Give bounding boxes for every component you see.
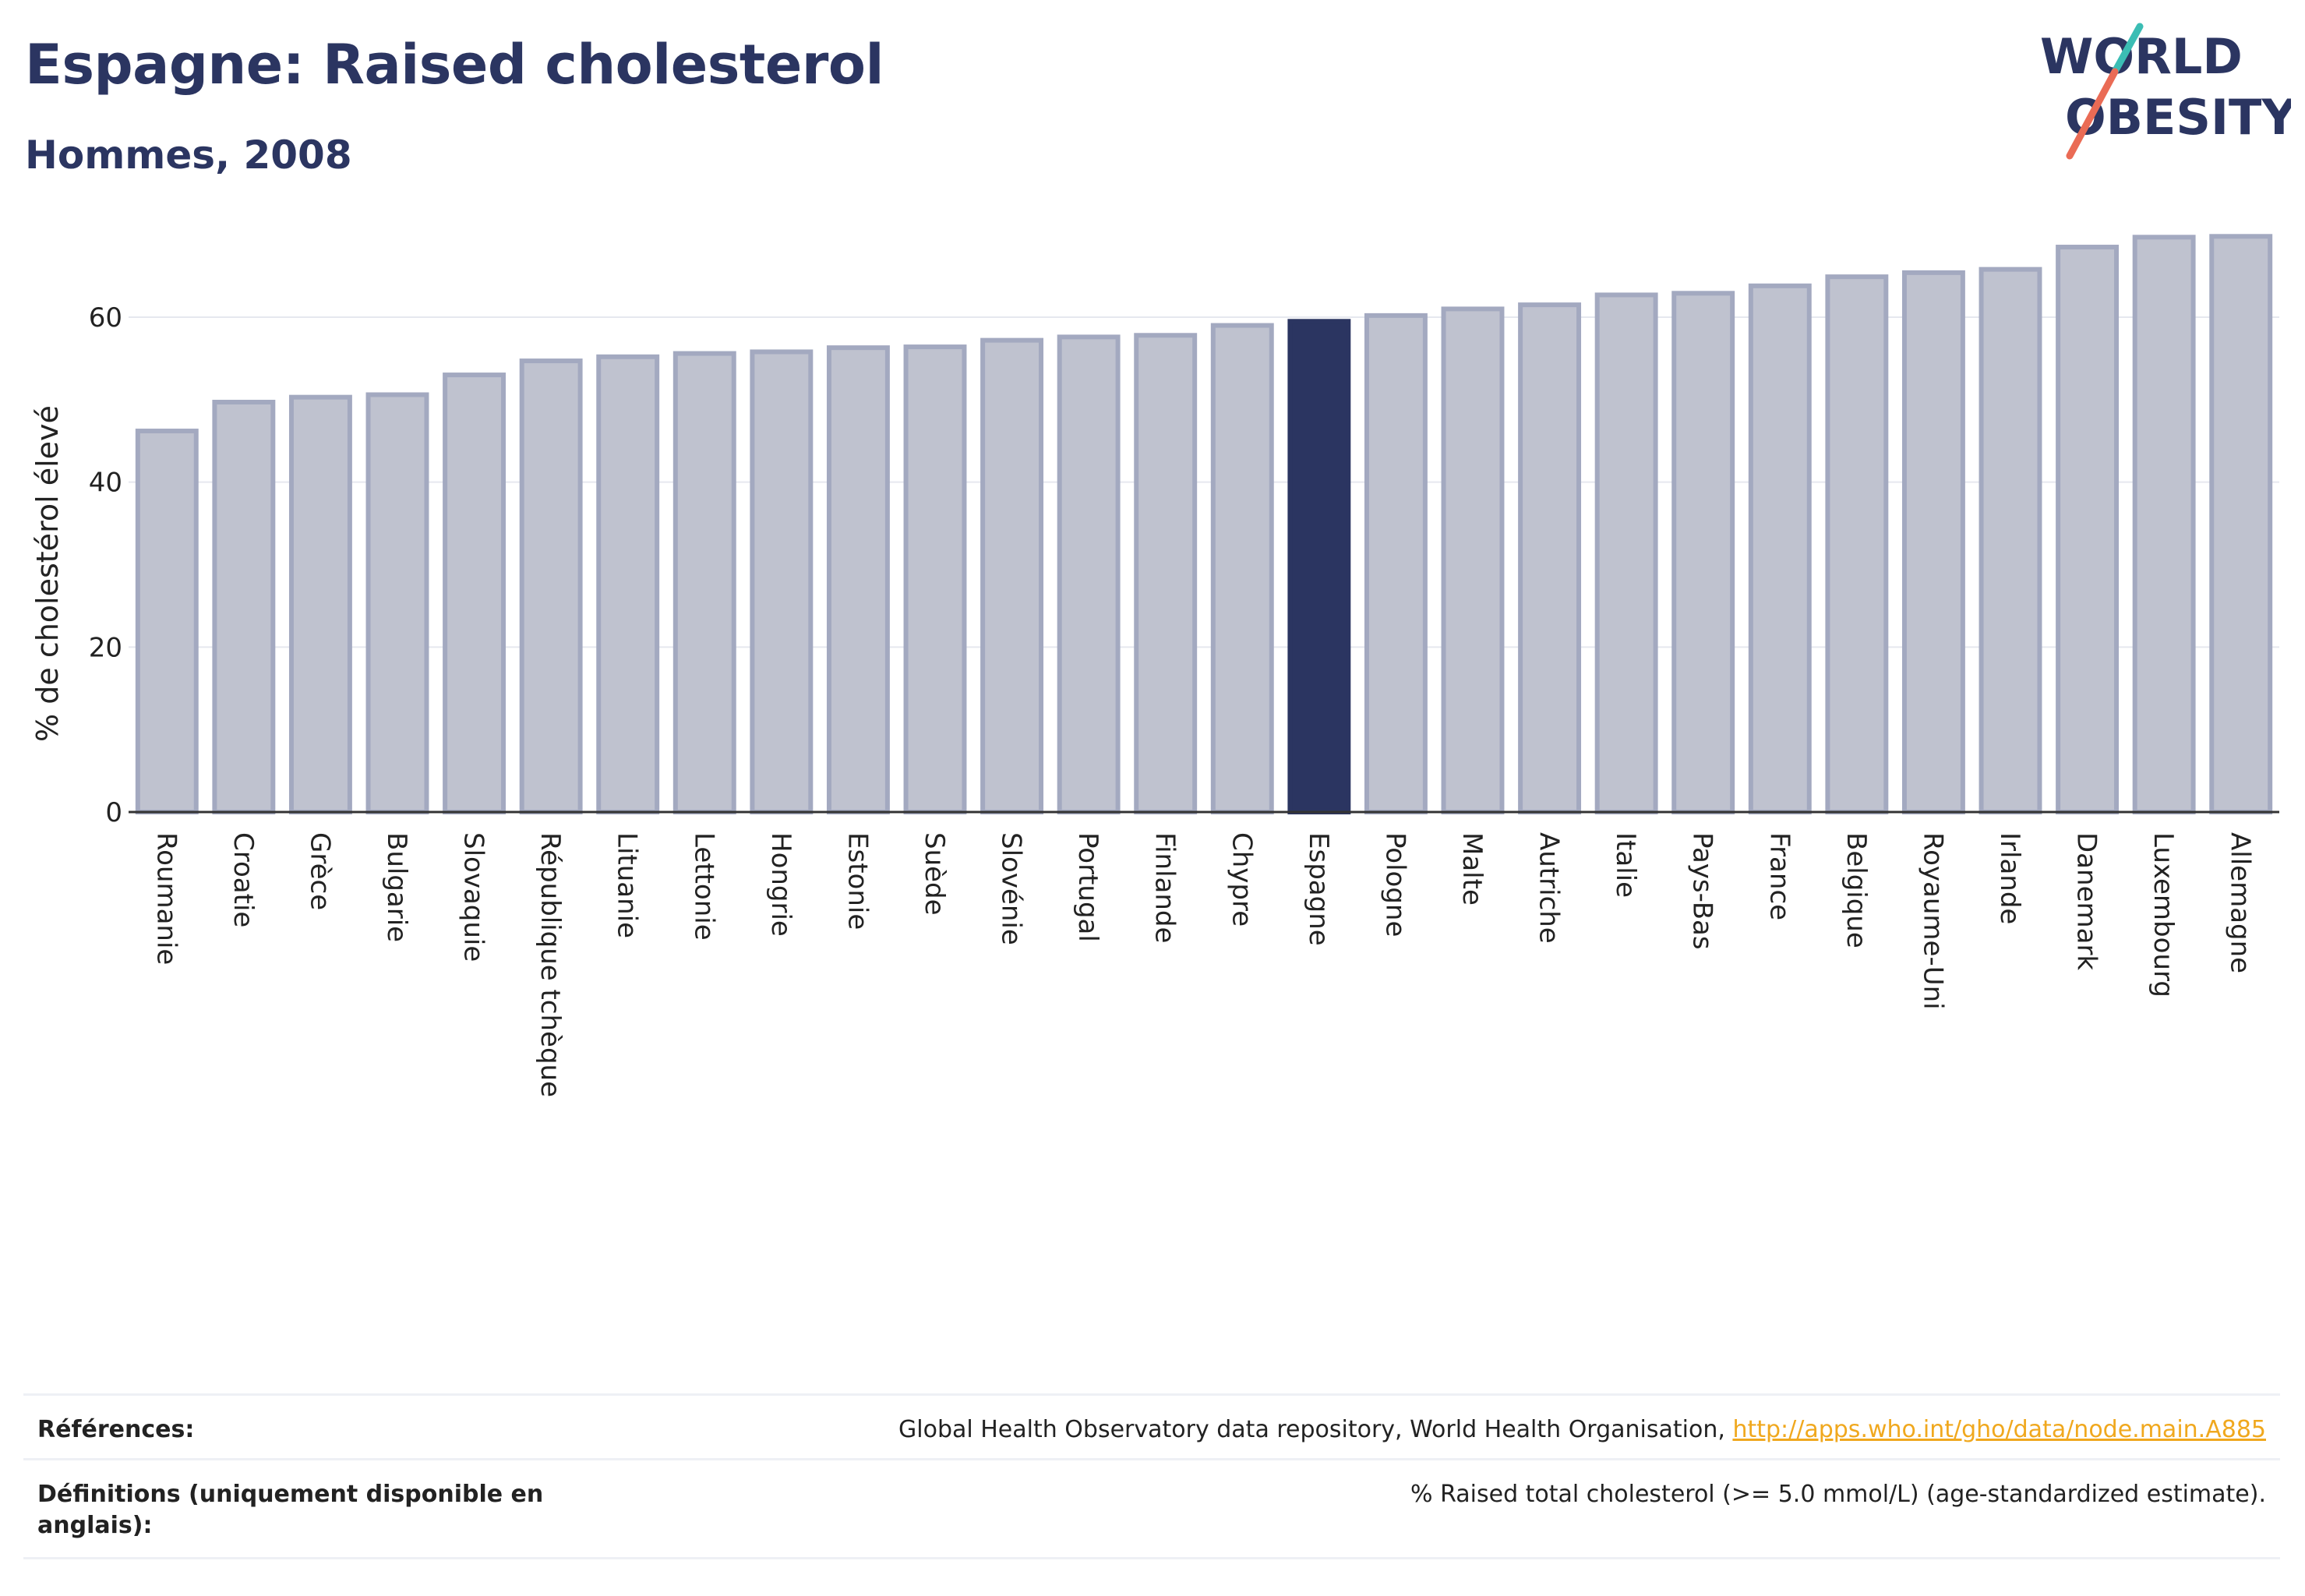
y-axis-ticks: 0 20 40 60 xyxy=(89,302,122,828)
bar xyxy=(212,400,276,814)
x-tick-label: Roumanie xyxy=(150,832,182,965)
references-text: Global Health Observatory data repositor… xyxy=(898,1416,1733,1443)
x-tick-label: Grèce xyxy=(304,832,335,910)
bar xyxy=(443,373,507,815)
x-tick-label: Slovénie xyxy=(996,832,1027,945)
bar xyxy=(1978,267,2042,815)
x-tick-label: Suède xyxy=(919,832,950,916)
logo-graphic: WORLD OBESITY xyxy=(2040,23,2297,160)
x-tick-label: Chypre xyxy=(1226,832,1257,927)
bar-highlighted xyxy=(1287,319,1351,814)
bars xyxy=(135,234,2273,815)
y-axis-label: % de cholestérol élevé xyxy=(30,405,65,742)
x-tick-label: Belgique xyxy=(1841,832,1872,948)
definitions-label: Définitions (uniquement disponible en an… xyxy=(37,1481,544,1539)
logo-slash-coral xyxy=(2066,68,2119,160)
x-tick-label: Royaume-Uni xyxy=(1917,832,1948,1010)
x-tick-label: Croatie xyxy=(228,832,259,927)
bar xyxy=(1748,283,1812,814)
x-tick-label: Luxembourg xyxy=(2148,832,2179,998)
x-tick-label: Italie xyxy=(1610,832,1641,898)
bar-chart: 0 20 40 60 Roumanie Croatie Grèce Bulgarie Slov… xyxy=(30,234,2279,1097)
references-label: Références: xyxy=(37,1416,195,1443)
x-axis-ticks: Roumanie Croatie Grèce Bulgarie Slovaquie Rép… xyxy=(150,832,2255,1097)
bar xyxy=(1057,334,1121,814)
y-tick-label: 20 xyxy=(89,632,122,663)
references-link[interactable]: http://apps.who.int/gho/data/node.main.A… xyxy=(1732,1416,2266,1443)
references-value: Global Health Observatory data repositor… xyxy=(898,1414,2266,1446)
bar xyxy=(1441,306,1505,814)
x-tick-label: Pologne xyxy=(1379,832,1410,937)
bar xyxy=(2132,235,2196,814)
footer-table: Références: Global Health Observatory da… xyxy=(23,1393,2280,1559)
chart-subtitle: Hommes, 2008 xyxy=(25,132,352,178)
x-tick-label: Malte xyxy=(1456,832,1488,906)
bar xyxy=(365,392,429,814)
x-tick-label: Slovaquie xyxy=(458,832,489,962)
x-tick-label: Danemark xyxy=(2071,832,2102,970)
x-tick-label: Portugal xyxy=(1072,832,1103,942)
x-tick-label: Lettonie xyxy=(688,832,719,941)
chart-title: Espagne: Raised cholesterol xyxy=(25,33,884,97)
x-tick-label: République tchèque xyxy=(535,832,566,1097)
x-tick-label: Estonie xyxy=(842,832,873,930)
bar xyxy=(135,429,199,814)
x-tick-label: Hongrie xyxy=(765,832,796,937)
logo-slash-teal xyxy=(2111,23,2144,76)
definitions-row: Définitions (uniquement disponible en an… xyxy=(23,1458,2280,1559)
bar xyxy=(1671,291,1735,814)
x-tick-label: Bulgarie xyxy=(381,832,412,942)
x-tick-label: Allemagne xyxy=(2225,832,2256,973)
x-tick-label: Finlande xyxy=(1149,832,1181,943)
definitions-text: % Raised total cholesterol (>= 5.0 mmol/… xyxy=(1410,1481,2266,1508)
logo-line1: WORLD xyxy=(2040,28,2243,85)
bar xyxy=(288,394,352,814)
y-tick-label: 0 xyxy=(105,797,122,828)
bar xyxy=(1364,312,1428,814)
bar xyxy=(750,349,814,814)
x-tick-label: Pays-Bas xyxy=(1687,832,1718,950)
bar xyxy=(596,354,660,814)
bar xyxy=(2056,245,2120,814)
bar xyxy=(1518,302,1582,814)
bar xyxy=(1134,333,1198,814)
bar xyxy=(672,351,736,815)
x-tick-label: Lituanie xyxy=(612,832,643,938)
x-tick-label: Espagne xyxy=(1303,832,1334,946)
x-tick-label: France xyxy=(1763,832,1795,920)
bar xyxy=(1210,323,1274,815)
y-tick-label: 40 xyxy=(89,468,122,499)
bar xyxy=(903,344,967,815)
world-obesity-logo: WORLD OBESITY xyxy=(2034,22,2297,162)
bar xyxy=(1825,274,1889,814)
y-tick-label: 60 xyxy=(89,302,122,334)
x-tick-label: Autriche xyxy=(1534,832,1565,944)
bar xyxy=(826,345,890,814)
bar xyxy=(1901,270,1965,815)
bar xyxy=(980,337,1044,814)
bar xyxy=(2209,234,2273,814)
bar xyxy=(519,358,583,814)
bar xyxy=(1594,292,1658,814)
references-row: Références: Global Health Observatory da… xyxy=(23,1393,2280,1458)
x-tick-label: Irlande xyxy=(1994,832,2025,924)
